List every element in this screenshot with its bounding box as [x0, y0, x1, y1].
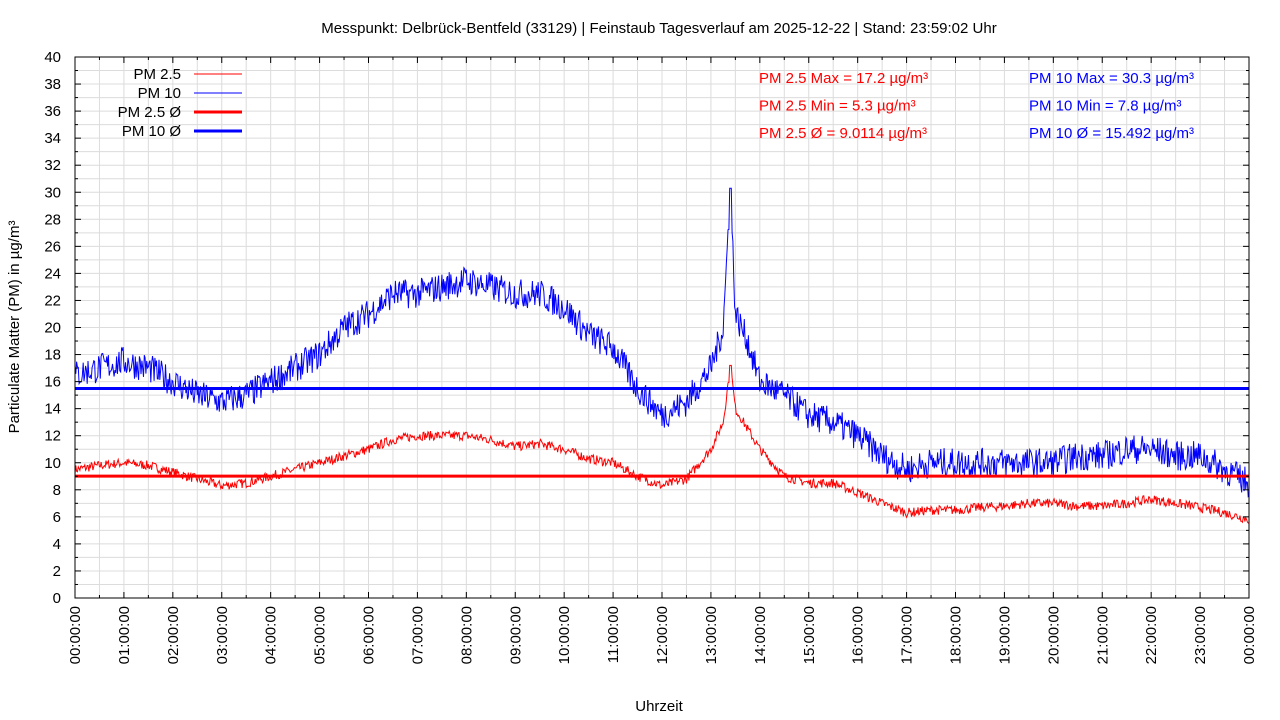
x-tick-label: 18:00:00	[948, 606, 965, 664]
y-tick-label: 4	[53, 536, 61, 553]
y-tick-label: 32	[44, 157, 61, 174]
x-tick-label: 09:00:00	[507, 606, 524, 664]
x-tick-label: 10:00:00	[556, 606, 573, 664]
legend: PM 2.5 PM 10 PM 2.5 Ø PM 10 Ø	[118, 66, 242, 140]
pm10-stat: PM 10 Min = 7.8 µg/m³	[1029, 98, 1181, 115]
y-tick-label: 40	[44, 49, 61, 66]
x-tick-label: 14:00:00	[752, 606, 769, 664]
x-tick-label: 21:00:00	[1094, 606, 1111, 664]
legend-label: PM 2.5 Ø	[118, 104, 182, 121]
y-tick-label: 12	[44, 428, 61, 445]
x-tick-label: 12:00:00	[654, 606, 671, 664]
pm10-stat: PM 10 Max = 30.3 µg/m³	[1029, 70, 1194, 87]
x-tick-label: 17:00:00	[899, 606, 916, 664]
x-tick-label: 02:00:00	[165, 606, 182, 664]
pm25-stat: PM 2.5 Max = 17.2 µg/m³	[759, 70, 928, 87]
x-tick-label: 06:00:00	[361, 606, 378, 664]
x-tick-label: 04:00:00	[263, 606, 280, 664]
x-tick-label: 05:00:00	[312, 606, 329, 664]
x-tick-label: 03:00:00	[214, 606, 231, 664]
x-tick-label: 01:00:00	[116, 606, 133, 664]
series-layer	[74, 187, 1250, 524]
y-tick-label: 24	[44, 265, 61, 282]
pm10-stat: PM 10 Ø = 15.492 µg/m³	[1029, 125, 1194, 142]
y-tick-label: 22	[44, 292, 61, 309]
series-line-pm25	[74, 364, 1250, 524]
x-axis-label: Uhrzeit	[635, 698, 683, 715]
y-tick-label: 34	[44, 130, 61, 147]
pm25-stat: PM 2.5 Ø = 9.0114 µg/m³	[759, 125, 927, 142]
y-tick-label: 26	[44, 238, 61, 255]
ticks: 024681012141618202224262830323436384000:…	[44, 49, 1258, 664]
chart-title: Messpunkt: Delbrück-Bentfeld (33129) | F…	[321, 20, 996, 37]
y-tick-label: 36	[44, 103, 61, 120]
x-tick-label: 16:00:00	[850, 606, 867, 664]
x-tick-label: 11:00:00	[605, 606, 622, 663]
y-tick-label: 20	[44, 320, 61, 337]
x-tick-label: 22:00:00	[1143, 606, 1160, 664]
x-tick-label: 07:00:00	[409, 606, 426, 664]
annotations: PM 2.5 Max = 17.2 µg/m³ PM 2.5 Min = 5.3 …	[759, 70, 1194, 142]
x-tick-label: 00:00:00	[67, 606, 84, 664]
legend-label: PM 10 Ø	[122, 123, 182, 140]
x-tick-label: 00:00:00	[1241, 606, 1258, 664]
x-tick-label: 13:00:00	[703, 606, 720, 664]
y-tick-label: 2	[53, 563, 61, 580]
y-tick-label: 16	[44, 374, 61, 391]
y-tick-label: 6	[53, 509, 61, 526]
y-tick-label: 10	[44, 455, 61, 472]
x-tick-label: 19:00:00	[996, 606, 1013, 664]
x-tick-label: 15:00:00	[801, 606, 818, 664]
y-axis-label: Particulate Matter (PM) in µg/m³	[6, 221, 23, 434]
legend-label: PM 2.5	[133, 66, 181, 83]
y-tick-label: 30	[44, 184, 61, 201]
y-tick-label: 0	[53, 590, 61, 607]
y-tick-label: 28	[44, 211, 61, 228]
y-tick-label: 8	[53, 482, 61, 499]
legend-label: PM 10	[138, 85, 181, 102]
y-tick-label: 14	[44, 401, 61, 418]
x-tick-label: 23:00:00	[1192, 606, 1209, 664]
x-tick-label: 20:00:00	[1045, 606, 1062, 664]
y-tick-label: 38	[44, 76, 61, 93]
x-tick-label: 08:00:00	[458, 606, 475, 664]
y-tick-label: 18	[44, 347, 61, 364]
pm25-stat: PM 2.5 Min = 5.3 µg/m³	[759, 98, 916, 115]
